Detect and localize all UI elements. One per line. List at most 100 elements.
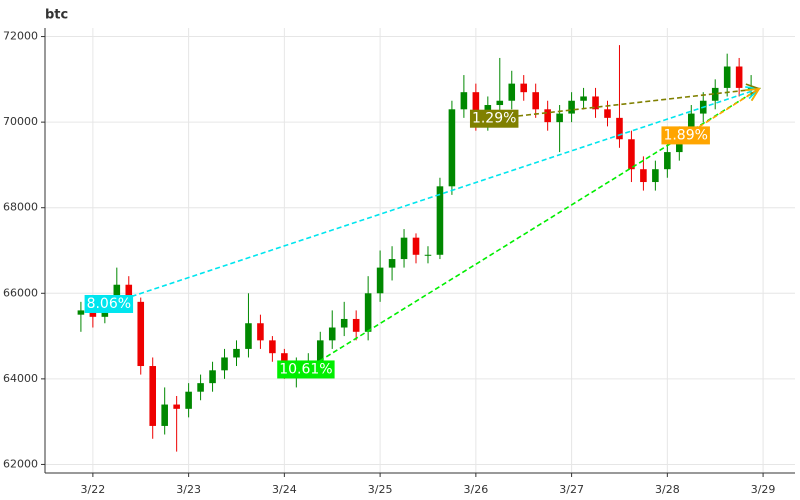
candle xyxy=(352,310,360,341)
candle-body xyxy=(604,109,611,118)
trend-line xyxy=(108,88,760,305)
candle-body xyxy=(640,169,647,183)
annotation-box xyxy=(661,126,710,145)
y-tick-label: 62000 xyxy=(3,457,38,470)
candle-body xyxy=(233,348,240,358)
candle xyxy=(424,246,432,264)
candle xyxy=(376,250,384,302)
candle xyxy=(640,156,647,191)
candle xyxy=(592,87,599,118)
y-tick-label: 66000 xyxy=(3,286,38,299)
candle xyxy=(173,395,180,452)
candle xyxy=(233,340,240,367)
candle xyxy=(197,374,204,401)
trend-line xyxy=(685,88,760,137)
candle xyxy=(257,314,264,349)
y-tick-label: 64000 xyxy=(3,372,38,385)
candle-body xyxy=(161,404,168,426)
candle-body xyxy=(340,318,348,328)
candle-body xyxy=(735,66,743,88)
x-tick-label: 3/28 xyxy=(655,483,680,496)
candle xyxy=(723,53,731,97)
y-tick-label: 70000 xyxy=(3,115,38,128)
candle-body xyxy=(245,323,252,349)
candle-body xyxy=(628,139,635,170)
annotation-box xyxy=(277,360,335,379)
candle xyxy=(149,357,157,439)
candle-body xyxy=(412,237,420,255)
candle-body xyxy=(556,113,563,123)
candle-body xyxy=(89,310,97,317)
candle-body xyxy=(149,366,157,426)
candle xyxy=(508,70,516,110)
candle xyxy=(735,57,743,97)
candle-body xyxy=(257,323,264,341)
candle-body xyxy=(544,109,551,123)
candle xyxy=(604,100,611,127)
candle xyxy=(520,75,528,101)
arrow-head xyxy=(745,87,761,102)
candle xyxy=(77,301,85,332)
candle-body xyxy=(472,92,480,123)
chart-title: btc xyxy=(45,8,68,23)
candle xyxy=(328,310,336,349)
x-tick-label: 3/22 xyxy=(81,483,106,496)
candle xyxy=(711,79,719,110)
candle-body xyxy=(664,152,671,170)
candle-body xyxy=(496,100,504,106)
candle-body xyxy=(687,113,695,135)
x-tick-label: 3/24 xyxy=(272,483,297,496)
candle xyxy=(209,361,216,392)
x-tick-label: 3/26 xyxy=(463,483,488,496)
candle-body xyxy=(376,267,384,294)
candle-body xyxy=(652,169,659,183)
candle-body xyxy=(173,404,180,409)
candle-body xyxy=(328,327,336,341)
candle-body xyxy=(197,383,204,392)
candle-body xyxy=(388,259,396,268)
candle xyxy=(616,45,623,148)
candle xyxy=(340,301,348,337)
candle xyxy=(556,105,563,153)
candle-body xyxy=(185,391,192,409)
annotation-box xyxy=(84,294,134,313)
candle xyxy=(628,130,635,183)
candle xyxy=(664,143,671,178)
candle-body xyxy=(400,237,408,260)
candle xyxy=(364,276,372,341)
candle xyxy=(532,83,539,118)
candle xyxy=(496,57,504,114)
candle-body xyxy=(125,284,133,302)
candle-body xyxy=(316,340,324,362)
trend-line xyxy=(494,87,760,120)
x-tick-label: 3/27 xyxy=(559,483,584,496)
candle-body xyxy=(424,254,432,256)
candle-body xyxy=(616,117,623,140)
candle xyxy=(568,92,575,123)
x-tick-label: 3/23 xyxy=(176,483,201,496)
y-tick-label: 68000 xyxy=(3,201,38,214)
y-tick-label: 72000 xyxy=(3,30,38,43)
candle-body xyxy=(592,96,599,110)
candle-body xyxy=(532,92,539,110)
candle-body xyxy=(364,293,372,332)
candle xyxy=(436,177,444,260)
candle-body xyxy=(580,96,587,101)
annotation-label: 1.29% xyxy=(472,111,516,127)
candle xyxy=(580,87,587,110)
candle-body xyxy=(221,357,228,371)
candle-body xyxy=(520,83,528,93)
annotation-label: 10.61% xyxy=(279,361,332,377)
x-tick-label: 3/29 xyxy=(751,483,776,496)
candle-body xyxy=(352,318,360,332)
candle xyxy=(412,233,420,264)
candle-body xyxy=(209,370,216,384)
candle-body xyxy=(448,109,456,187)
candle xyxy=(269,336,276,362)
candle xyxy=(544,100,551,131)
candle-body xyxy=(137,301,145,367)
candle xyxy=(221,348,228,379)
candle xyxy=(245,293,252,358)
candle xyxy=(388,246,396,281)
